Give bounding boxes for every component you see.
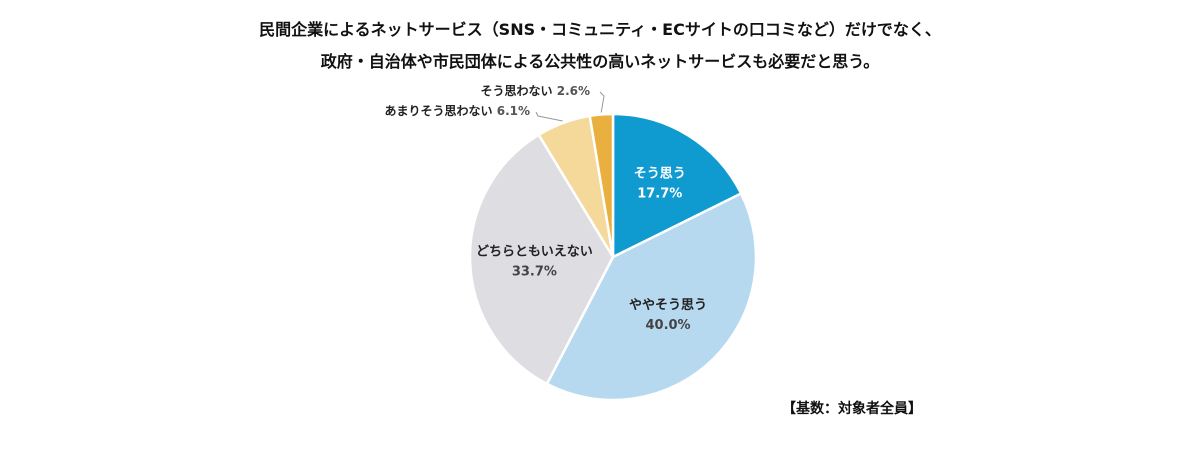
pie-slice (588, 112, 615, 258)
pie-slice (468, 133, 615, 386)
chart-title-line-2: 政府・自治体や市民団体による公共性の高いネットサービスも必要だと思う。 (320, 52, 880, 71)
pie-slice (611, 112, 743, 260)
leader-line (599, 91, 605, 113)
chart-title-line-1: 民間企業によるネットサービス（SNS・コミュニティ・ECサイトの口コミなど）だけ… (259, 20, 941, 39)
leader-line (535, 111, 563, 122)
slice-label: どちらともいえない (476, 245, 593, 260)
slice-outer-label: そう思わない 2.6% (481, 84, 590, 98)
slice-outer-label: あまりそう思わない 6.1% (385, 104, 530, 118)
base-note: 【基数：対象者全員】 (782, 401, 922, 417)
pie-slice (545, 191, 758, 402)
slice-value-label: 17.7% (637, 187, 682, 202)
slice-label: そう思う (634, 167, 686, 182)
slice-value-label: 40.0% (645, 318, 690, 333)
slice-value-label: 33.7% (512, 265, 557, 280)
slice-label: ややそう思う (629, 298, 707, 313)
